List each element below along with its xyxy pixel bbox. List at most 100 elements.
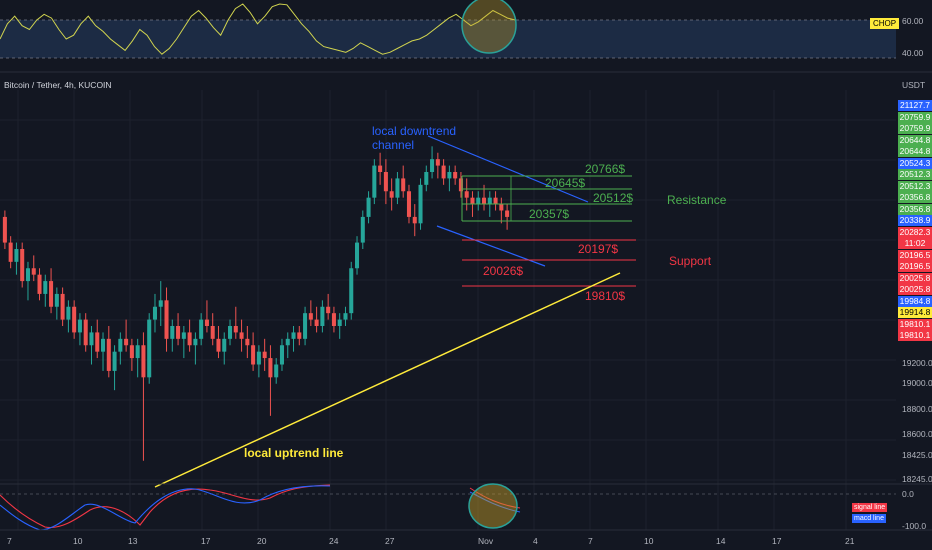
candle-body	[297, 332, 302, 339]
candle-body	[401, 178, 406, 192]
macd-line	[0, 485, 331, 531]
resistance-label: Resistance	[667, 193, 727, 207]
price-tag: 20196.5	[898, 249, 932, 261]
candle-body	[493, 197, 498, 205]
symbol-title: Bitcoin / Tether, 4h, KUCOIN	[4, 80, 112, 90]
candle-body	[170, 326, 175, 339]
level-label-20766: 20766$	[585, 162, 626, 176]
candle-body	[406, 191, 411, 217]
candle-body	[308, 313, 313, 320]
price-tag: 20759.9	[898, 111, 932, 123]
price-tag: 20512.3	[898, 169, 932, 180]
candle-body	[147, 319, 152, 378]
candle-body	[60, 293, 65, 320]
candle-body	[303, 313, 308, 339]
downtrend-channel-bottom	[436, 225, 546, 267]
candle-body	[8, 242, 13, 262]
price-tag: 20644.8	[898, 134, 932, 146]
candle-body	[106, 338, 111, 371]
x-tick-label: 21	[845, 536, 855, 546]
candle-body	[43, 281, 48, 294]
candle-body	[355, 242, 360, 269]
chop-tick-40: 40.00	[902, 48, 924, 58]
macd-tick-0: 0.0	[902, 489, 914, 499]
price-tag: 19984.8	[898, 295, 932, 307]
candle-body	[118, 338, 123, 352]
candle-body	[176, 326, 181, 339]
candle-body	[95, 332, 100, 352]
level-label-19810: 19810$	[585, 289, 626, 303]
macd-line-legend: macd line	[852, 514, 886, 523]
candle-body	[487, 197, 492, 205]
x-tick-label: Nov	[478, 536, 494, 546]
level-label-20197: 20197$	[578, 242, 619, 256]
candle-body	[158, 300, 163, 307]
candle-body	[152, 306, 157, 320]
x-tick-label: 13	[128, 536, 138, 546]
price-tag: 19810.1	[898, 330, 932, 341]
y-tick-label: 18245.0	[902, 474, 932, 484]
candle-body	[25, 268, 30, 282]
candle-body	[193, 338, 198, 346]
x-tick-label: 24	[329, 536, 339, 546]
level-label-20512: 20512$	[593, 191, 634, 205]
macd-line-recent	[469, 491, 521, 513]
candle-body	[245, 338, 250, 346]
candle-body	[49, 281, 54, 307]
y-tick-label: 19000.0	[902, 378, 932, 388]
signal-line-legend: signal line	[852, 503, 888, 512]
candle-body	[395, 178, 400, 198]
candle-body	[447, 172, 452, 179]
price-tag: 20759.9	[898, 123, 932, 134]
candle-body	[326, 306, 331, 314]
currency-label: USDT	[902, 80, 926, 90]
candle-body	[135, 345, 140, 359]
candle-body	[458, 178, 463, 192]
candle-body	[181, 332, 186, 339]
candle-body	[464, 191, 469, 198]
candle-body	[291, 332, 296, 339]
x-tick-label: 27	[385, 536, 395, 546]
y-tick-label: 18600.0	[902, 429, 932, 439]
candle-body	[14, 249, 19, 262]
candle-body	[216, 338, 221, 352]
y-tick-label: 19200.0	[902, 358, 932, 368]
support-label: Support	[669, 254, 712, 268]
downtrend-channel-top	[427, 135, 589, 203]
chop-tick-60: 60.00	[902, 16, 924, 26]
candle-body	[77, 319, 82, 333]
candle-body	[83, 319, 88, 346]
candle-body	[314, 319, 319, 326]
level-label-20645: 20645$	[545, 176, 586, 190]
candle-body	[31, 268, 36, 275]
candle-body	[199, 319, 204, 339]
uptrend-label: local uptrend line	[244, 446, 344, 460]
candle-body	[360, 216, 365, 243]
level-label-20026: 20026$	[483, 264, 524, 278]
candle-body	[54, 293, 59, 307]
price-tag: 20025.8	[898, 272, 932, 284]
x-tick-label: 14	[716, 536, 726, 546]
candle-body	[101, 338, 106, 352]
candle-body	[268, 358, 273, 378]
candle-body	[372, 165, 377, 198]
price-tag: 21127.7	[898, 100, 932, 111]
candle-body	[331, 313, 336, 326]
chop-highlight-circle	[461, 0, 517, 54]
candle-body	[441, 165, 446, 179]
candle-body	[499, 204, 504, 211]
candle-body	[141, 345, 146, 378]
candle-body	[239, 332, 244, 339]
signal-line	[0, 484, 331, 529]
candle-body	[210, 326, 215, 339]
price-tag: 20196.5	[898, 261, 932, 272]
candle-body	[453, 172, 458, 179]
candle-body	[228, 326, 233, 339]
candle-body	[383, 172, 388, 192]
candle-body	[187, 332, 192, 346]
candle-body	[505, 210, 510, 217]
candle-body	[274, 364, 279, 378]
price-tag: 20524.3	[898, 157, 932, 169]
x-tick-label: 7	[588, 536, 593, 546]
